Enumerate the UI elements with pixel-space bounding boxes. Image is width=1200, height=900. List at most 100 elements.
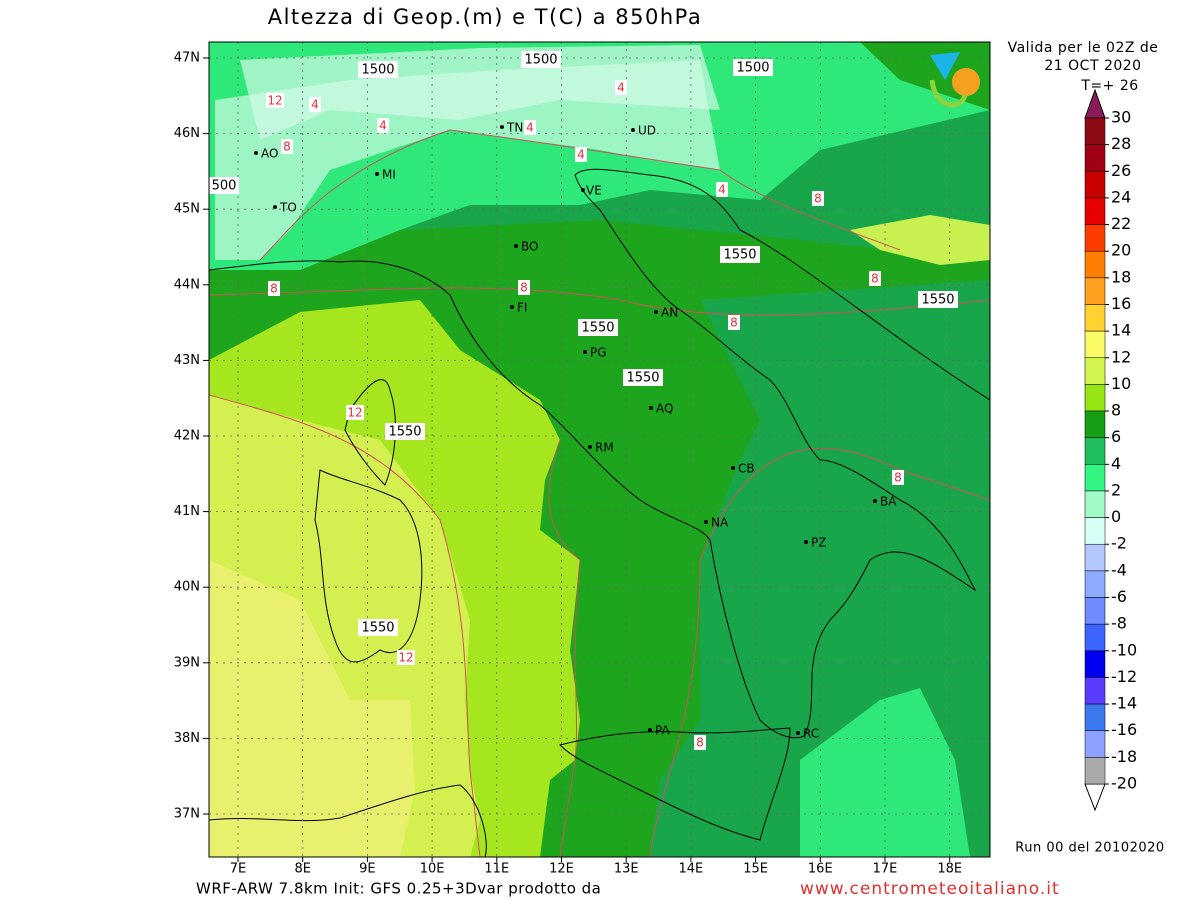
label-box	[385, 423, 425, 440]
temperature-label: 4	[617, 81, 625, 95]
colorbar-label: 24	[1111, 187, 1131, 206]
colorbar-label: -12	[1111, 667, 1137, 686]
lat-label: 40N	[174, 580, 200, 595]
label-box	[892, 470, 904, 485]
label-box	[524, 120, 536, 135]
colorbar-label: -16	[1111, 720, 1137, 739]
label-box	[575, 147, 587, 162]
temperature-label: 4	[577, 148, 585, 162]
label-box	[720, 246, 760, 263]
colorbar-label: 4	[1111, 454, 1121, 473]
city-dot	[514, 244, 518, 248]
colorbar-top-arrow	[1084, 88, 1106, 119]
temperature-label: 8	[894, 471, 902, 485]
city-label: UD	[638, 124, 656, 138]
city-dot	[510, 305, 514, 309]
isotherm	[209, 287, 990, 316]
colorbar-swatch	[1084, 144, 1106, 172]
label-box	[281, 139, 293, 154]
label-box	[309, 97, 321, 112]
website: www.centrometeoitaliano.it	[800, 879, 1060, 899]
label-box	[615, 80, 627, 95]
lat-label: 43N	[174, 353, 200, 368]
colorbar-swatch	[1084, 384, 1106, 412]
colorbar-swatch	[1084, 117, 1106, 145]
label-box	[578, 319, 618, 336]
lon-label: 13E	[614, 862, 639, 877]
temperature-label: 8	[520, 281, 528, 295]
colorbar-label: 8	[1111, 401, 1121, 420]
isotherm	[649, 448, 990, 857]
colorbar-swatch	[1084, 703, 1106, 731]
temperature-label: 8	[730, 316, 738, 330]
colorbar-swatch	[1084, 543, 1106, 572]
city-label: AO	[261, 147, 278, 161]
colorbar-swatch	[1084, 437, 1106, 465]
field-14-16	[209, 560, 415, 857]
label-box	[869, 271, 881, 286]
temperature-label: 4	[379, 119, 387, 133]
city-label: RM	[595, 441, 614, 455]
lat-label: 38N	[174, 731, 200, 746]
lat-label: 47N	[174, 51, 200, 66]
colorbar-label: 10	[1111, 374, 1131, 393]
colorbar-swatch	[1084, 277, 1106, 305]
temperature-label: 8	[270, 282, 278, 296]
lat-label: 41N	[174, 504, 200, 519]
lon-label: 18E	[937, 862, 962, 877]
colorbar-label: -18	[1111, 747, 1137, 766]
colorbar-label: 26	[1111, 161, 1131, 180]
colorbar-label: -6	[1111, 587, 1127, 606]
lat-label: 37N	[174, 807, 200, 822]
lat-label: 44N	[174, 277, 200, 292]
colorbar-label: 14	[1111, 321, 1131, 340]
graticule	[209, 42, 990, 857]
coastline-italy	[209, 168, 990, 739]
logo-shape	[952, 68, 980, 96]
colorbar-label: -10	[1111, 640, 1137, 659]
label-box	[812, 191, 824, 206]
geopotential-label: 1550	[581, 321, 614, 336]
run-info: Run 00 del 20102020	[1015, 841, 1164, 856]
colorbar-swatch	[1084, 490, 1106, 518]
label-box	[518, 280, 530, 295]
colorbar-label: 0	[1111, 507, 1121, 526]
temperature-label: 12	[347, 406, 362, 420]
geopotential-labels: 1500 1500 1500 1550 1550 1550 1550 1550 …	[209, 51, 958, 636]
label-box	[358, 619, 398, 636]
geopotential-label: 1550	[388, 425, 421, 440]
isotherm	[259, 129, 901, 261]
colorbar-label: -4	[1111, 560, 1127, 579]
geopotential-label: 1550	[626, 371, 659, 386]
colorbar-label: -8	[1111, 614, 1127, 633]
city-dot	[375, 172, 379, 176]
colorbar-swatch	[1084, 650, 1106, 678]
city-dot	[704, 520, 708, 524]
colorbar-label: 30	[1111, 108, 1131, 127]
colorbar-label: 12	[1111, 347, 1131, 366]
city-dot	[648, 728, 652, 732]
lat-label: 45N	[174, 202, 200, 217]
label-box	[918, 291, 958, 308]
city-dot	[796, 731, 800, 735]
coastline-sardinia	[314, 469, 423, 663]
lon-label: 17E	[873, 862, 898, 877]
city-label: VE	[586, 184, 602, 198]
colorbar-swatch	[1084, 517, 1106, 545]
city-label: AQ	[656, 402, 673, 416]
label-box	[623, 369, 663, 386]
city-label: TO	[279, 201, 297, 215]
geopotential-label: 1550	[723, 248, 756, 263]
city-label: FI	[517, 301, 527, 315]
city-label: MI	[382, 168, 396, 182]
lat-label: 46N	[174, 126, 200, 141]
geopotential-label: 1550	[361, 621, 394, 636]
colorbar-swatch	[1084, 224, 1106, 252]
valid-line: T=+ 26	[1080, 78, 1138, 94]
colorbar-swatch	[1084, 623, 1106, 652]
colorbar: 302826242220181614121086420-2-4-6-8-10-1…	[1084, 108, 1137, 793]
colorbar-swatch	[1084, 597, 1106, 625]
city-dot	[500, 125, 504, 129]
city-dot	[873, 499, 877, 503]
city-dot	[581, 188, 585, 192]
